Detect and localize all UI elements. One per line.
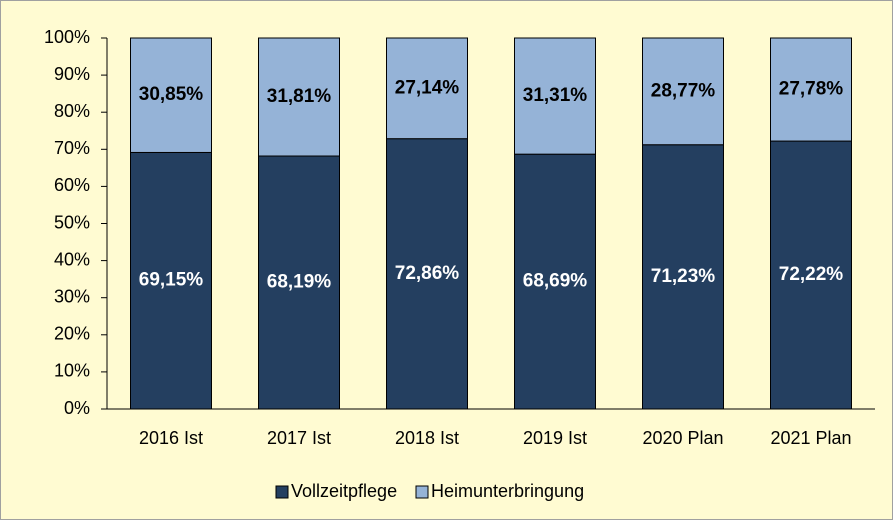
x-tick-label: 2016 Ist (139, 428, 203, 448)
legend-swatch (275, 485, 289, 499)
bar-segment (642, 144, 724, 410)
bar-segment (514, 153, 596, 410)
value-label: 72,86% (395, 263, 460, 284)
value-label: 68,69% (523, 271, 588, 292)
bar-segment (642, 37, 724, 146)
bar-segment (386, 37, 468, 140)
bar-segment (770, 140, 852, 410)
bar-segment (514, 37, 596, 155)
y-tick-label: 70% (54, 138, 90, 158)
value-label: 28,77% (651, 80, 716, 101)
bar-segment (130, 37, 212, 153)
bar-segment (130, 151, 212, 410)
y-tick-label: 90% (54, 64, 90, 84)
y-tick-label: 80% (54, 101, 90, 121)
y-tick-label: 30% (54, 286, 90, 306)
value-label: 31,31% (523, 85, 588, 106)
value-label: 68,19% (267, 272, 332, 293)
x-tick-label: 2019 Ist (523, 428, 587, 448)
value-label: 31,81% (267, 86, 332, 107)
y-tick-label: 40% (54, 249, 90, 269)
x-tick-label: 2017 Ist (267, 428, 331, 448)
y-tick-label: 0% (64, 398, 90, 418)
value-label: 69,15% (139, 270, 204, 291)
y-tick-label: 20% (54, 324, 90, 344)
legend-swatch (415, 485, 429, 499)
bar-segment (258, 37, 340, 157)
y-tick-label: 10% (54, 361, 90, 381)
value-label: 27,78% (779, 79, 844, 100)
value-label: 72,22% (779, 264, 844, 285)
legend-label: Vollzeitpflege (291, 481, 397, 501)
y-tick-label: 50% (54, 212, 90, 232)
x-tick-label: 2020 Plan (642, 428, 723, 448)
value-label: 71,23% (651, 266, 716, 287)
legend-label: Heimunterbringung (431, 481, 584, 501)
y-tick-label: 100% (44, 27, 90, 47)
y-tick-label: 60% (54, 175, 90, 195)
x-tick-label: 2018 Ist (395, 428, 459, 448)
value-label: 27,14% (395, 77, 460, 98)
x-tick-label: 2021 Plan (770, 428, 851, 448)
value-label: 30,85% (139, 84, 204, 105)
bar-segment (770, 37, 852, 142)
